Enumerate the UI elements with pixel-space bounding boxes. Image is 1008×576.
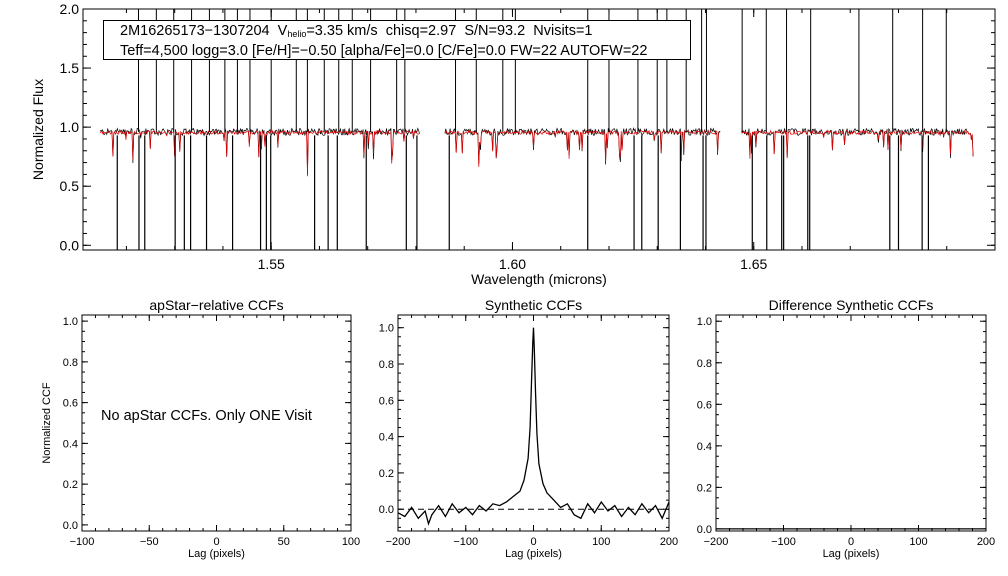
star-info-box: 2M16265173−1307204 Vhelio=3.35 km/s chis… bbox=[103, 20, 691, 60]
apstar-ccf-xtick-label: −100 bbox=[70, 536, 95, 548]
spectrum-xtick-label: 1.55 bbox=[258, 256, 285, 272]
synthetic-ccf-ytick-label: 0.0 bbox=[379, 504, 394, 516]
spectrum-xtick-label: 1.60 bbox=[499, 256, 526, 272]
synthetic-ccf-ytick-label: 0.6 bbox=[379, 395, 394, 407]
synthetic-ccf-ytick-label: 1.0 bbox=[379, 323, 394, 335]
vhelio-value: =3.35 km/s bbox=[306, 23, 378, 39]
spectrum-ytick-label: 1.5 bbox=[60, 60, 80, 76]
apstar-ccf-ytick-label: 0.4 bbox=[63, 438, 78, 450]
difference-ccf-xtick-label: −200 bbox=[704, 536, 729, 548]
apstar-ccf-ytick-label: 0.0 bbox=[63, 520, 78, 532]
observed-spectrum-chip-1 bbox=[99, 127, 420, 176]
difference-ccf-chart: −200 −100 0 100 200 0.0 0.2 0.4 0.6 0.8 1.0 Lag (pi… bbox=[697, 297, 995, 560]
no-ccf-message: No apStar CCFs. Only ONE Visit bbox=[101, 408, 312, 424]
difference-ccf-ytick-label: 0.6 bbox=[697, 399, 712, 411]
spectrum-ytick-label: 0.0 bbox=[60, 237, 80, 253]
synthetic-ccf-ytick-label: 0.8 bbox=[379, 359, 394, 371]
vhelio-label: V bbox=[277, 23, 288, 39]
difference-ccf-xtick-label: 0 bbox=[848, 536, 854, 548]
info-line-1: 2M16265173−1307204 Vhelio=3.35 km/s chis… bbox=[120, 23, 690, 43]
spectrum-ytick-label: 2.0 bbox=[60, 1, 80, 17]
difference-ccf-title: Difference Synthetic CCFs bbox=[769, 297, 934, 313]
synthetic-ccf-ytick-label: 0.4 bbox=[379, 432, 394, 444]
difference-ccf-ytick-label: 0.2 bbox=[697, 482, 712, 494]
apstar-ccf-chart: −100 −50 0 50 100 0.0 0.2 0.4 0.6 0.8 1.0 Lag (pixe… bbox=[41, 297, 360, 560]
spectrum-xlabel: Wavelength (microns) bbox=[471, 271, 607, 287]
vhelio-sub: helio bbox=[287, 29, 307, 39]
synthetic-ccf-xtick-label: 0 bbox=[530, 536, 536, 548]
difference-ccf-ytick-label: 0.8 bbox=[697, 358, 712, 370]
apstar-ccf-ytick-label: 0.2 bbox=[63, 479, 78, 491]
difference-ccf-ytick-label: 1.0 bbox=[697, 316, 712, 328]
apstar-ccf-ytick-label: 1.0 bbox=[63, 316, 78, 328]
difference-ccf-xtick-label: −100 bbox=[771, 536, 796, 548]
synthetic-ccf-chart: −200 −100 0 100 200 0.0 0.2 0.4 0.6 0.8 1.0 Lag (pi… bbox=[379, 297, 678, 560]
synthetic-ccf-xtick-label: 100 bbox=[592, 536, 610, 548]
apstar-ccf-xlabel: Lag (pixels) bbox=[188, 548, 245, 560]
apstar-ccf-title: apStar−relative CCFs bbox=[149, 297, 283, 313]
difference-ccf-xtick-label: 100 bbox=[909, 536, 927, 548]
synthetic-ccf-series-1 bbox=[398, 327, 669, 526]
difference-ccf-xlabel: Lag (pixels) bbox=[823, 548, 880, 560]
model-spectrum-chip-2 bbox=[444, 129, 721, 167]
apstar-ccf-xtick-label: 50 bbox=[278, 536, 290, 548]
observed-spectrum-chip-3 bbox=[741, 127, 974, 159]
synthetic-ccf-ytick-label: 0.2 bbox=[379, 468, 394, 480]
spectrum-axes-frame bbox=[82, 8, 996, 251]
apstar-ccf-xtick-label: −50 bbox=[140, 536, 159, 548]
star-id: 2M16265173−1307204 bbox=[120, 23, 270, 39]
apstar-ccf-xtick-label: 0 bbox=[213, 536, 219, 548]
spectrum-ylabel: Normalized Flux bbox=[30, 79, 46, 180]
synthetic-ccf-xlabel: Lag (pixels) bbox=[505, 548, 562, 560]
difference-ccf-ytick-label: 0.0 bbox=[697, 524, 712, 536]
sn-value: S/N=93.2 bbox=[464, 23, 526, 39]
synthetic-ccf-xtick-label: −200 bbox=[386, 536, 411, 548]
difference-ccf-xtick-label: 200 bbox=[977, 536, 995, 548]
spectrum-xtick-label: 1.65 bbox=[740, 256, 767, 272]
synthetic-ccf-xtick-label: 200 bbox=[660, 536, 678, 548]
synthetic-ccf-title: Synthetic CCFs bbox=[485, 297, 582, 313]
model-spectrum-chip-3 bbox=[740, 129, 974, 159]
apstar-ccf-ytick-label: 0.8 bbox=[63, 357, 78, 369]
difference-ccf-ytick-label: 0.4 bbox=[697, 441, 712, 453]
chisq-value: chisq=2.97 bbox=[385, 23, 457, 39]
synthetic-ccf-data bbox=[398, 327, 669, 526]
synthetic-ccf-xtick-label: −100 bbox=[453, 536, 478, 548]
apstar-ccf-xtick-label: 100 bbox=[342, 536, 360, 548]
spectrum-ytick-label: 1.0 bbox=[60, 119, 80, 135]
nvisits-value: Nvisits=1 bbox=[533, 23, 593, 39]
synthetic-ccf-axes-frame bbox=[397, 314, 670, 532]
apstar-ccf-ytick-label: 0.6 bbox=[63, 398, 78, 410]
model-spectrum-chip-1 bbox=[99, 129, 420, 177]
difference-ccf-axes-frame bbox=[715, 314, 987, 532]
spectrum-ytick-label: 0.5 bbox=[60, 178, 80, 194]
info-line-2: Teff=4,500 logg=3.0 [Fe/H]=−0.50 [alpha/… bbox=[120, 43, 648, 59]
apstar-ccf-ylabel: Normalized CCF bbox=[41, 382, 53, 464]
